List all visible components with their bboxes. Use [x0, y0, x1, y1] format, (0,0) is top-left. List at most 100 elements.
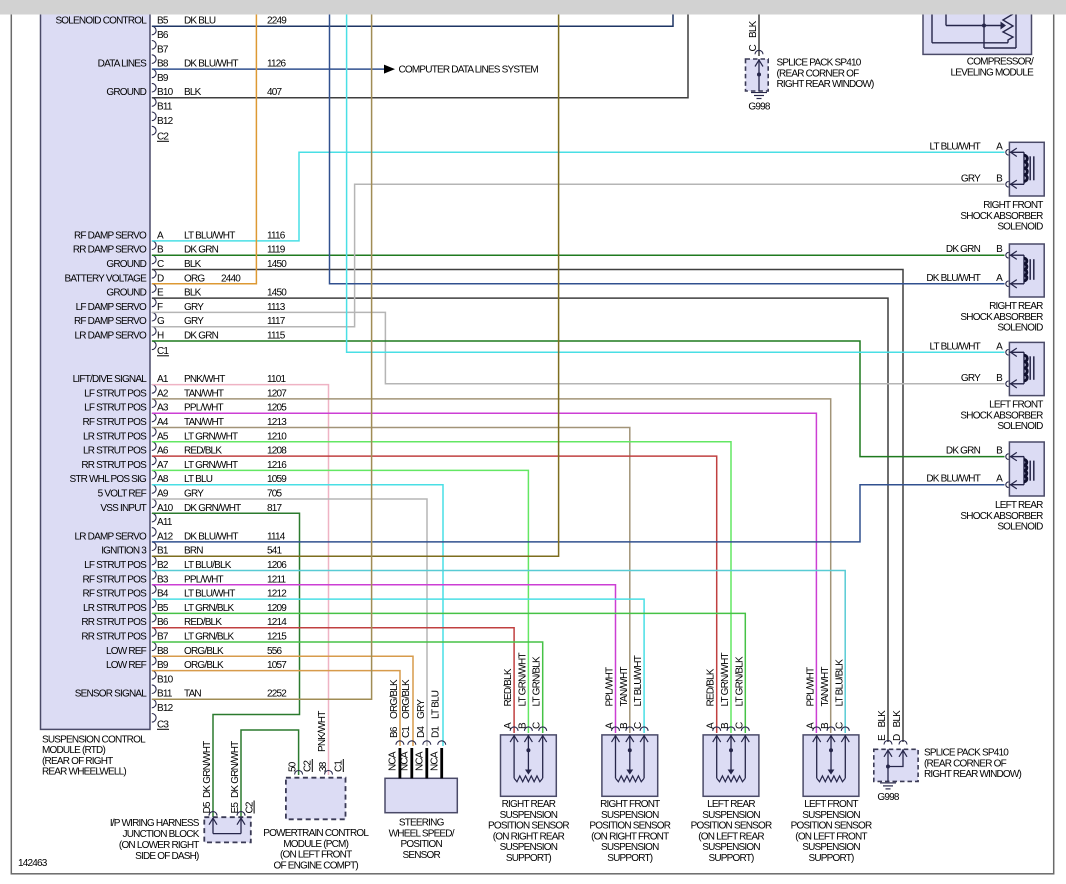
svg-text:1119: 1119: [267, 245, 286, 256]
svg-text:1211: 1211: [267, 574, 287, 585]
svg-text:ORG/BLK: ORG/BLK: [401, 679, 412, 719]
svg-text:A: A: [706, 722, 717, 729]
svg-text:DK GRN/WHT: DK GRN/WHT: [230, 741, 241, 798]
svg-text:D5: D5: [202, 801, 213, 813]
svg-text:LEVELING MODULE: LEVELING MODULE: [951, 67, 1035, 78]
svg-text:RF DAMP SERVO: RF DAMP SERVO: [74, 230, 147, 241]
svg-text:GROUND: GROUND: [106, 87, 146, 98]
svg-text:SHOCK ABSORBER: SHOCK ABSORBER: [960, 511, 1043, 522]
svg-text:LT GRN/WHT: LT GRN/WHT: [517, 653, 528, 707]
svg-text:G998: G998: [877, 792, 900, 803]
svg-text:B: B: [157, 245, 164, 256]
svg-text:NCA: NCA: [415, 751, 426, 771]
svg-text:TAN/WHT: TAN/WHT: [619, 667, 630, 707]
svg-text:B9: B9: [157, 73, 169, 84]
svg-text:LF STRUT POS: LF STRUT POS: [84, 388, 147, 399]
svg-text:(ON LEFT REAR: (ON LEFT REAR: [698, 831, 764, 842]
svg-text:B: B: [517, 722, 528, 729]
svg-text:LEFT FRONT: LEFT FRONT: [804, 799, 858, 810]
svg-text:C: C: [734, 722, 745, 729]
svg-text:E: E: [157, 288, 164, 299]
svg-text:C1: C1: [401, 726, 412, 738]
svg-text:COMPRESSOR/: COMPRESSOR/: [967, 57, 1034, 68]
svg-text:DK GRN/WHT: DK GRN/WHT: [202, 741, 213, 798]
svg-text:1205: 1205: [267, 403, 287, 414]
svg-text:BRN: BRN: [184, 546, 203, 557]
svg-text:2249: 2249: [267, 16, 287, 27]
svg-text:DK BLU/WHT: DK BLU/WHT: [184, 59, 238, 70]
svg-text:SUSPENSION CONTROL: SUSPENSION CONTROL: [42, 734, 146, 745]
svg-text:ORG/BLK: ORG/BLK: [184, 646, 224, 657]
svg-text:LT BLU/BLK: LT BLU/BLK: [834, 659, 845, 707]
svg-text:2440: 2440: [221, 273, 241, 284]
svg-text:DATA LINES: DATA LINES: [98, 59, 147, 70]
svg-text:1212: 1212: [267, 589, 287, 600]
svg-text:1450: 1450: [267, 259, 287, 270]
svg-text:LT BLU/WHT: LT BLU/WHT: [929, 141, 980, 152]
svg-text:SUSPENSION: SUSPENSION: [601, 810, 659, 821]
svg-text:RED/BLK: RED/BLK: [184, 446, 222, 457]
svg-text:RIGHT REAR WINDOW): RIGHT REAR WINDOW): [924, 769, 1022, 780]
svg-text:SUSPENSION: SUSPENSION: [500, 842, 558, 853]
svg-text:POWERTRAIN CONTROL: POWERTRAIN CONTROL: [263, 828, 369, 839]
svg-text:VSS INPUT: VSS INPUT: [100, 503, 146, 514]
svg-text:DK GRN: DK GRN: [184, 331, 219, 342]
svg-text:SUSPENSION: SUSPENSION: [702, 810, 760, 821]
svg-text:1116: 1116: [267, 230, 286, 241]
svg-text:(ON RIGHT FRONT: (ON RIGHT FRONT: [591, 831, 669, 842]
svg-text:LT GRN/BLK: LT GRN/BLK: [734, 656, 745, 707]
svg-text:B: B: [996, 244, 1003, 255]
svg-text:MODULE (RTD): MODULE (RTD): [42, 745, 105, 756]
svg-text:1213: 1213: [267, 417, 287, 428]
svg-text:PPL/WHT: PPL/WHT: [806, 667, 817, 707]
svg-text:LIFT/DIVE SIGNAL: LIFT/DIVE SIGNAL: [73, 374, 148, 385]
svg-text:RR STRUT POS: RR STRUT POS: [81, 632, 147, 643]
svg-text:B1: B1: [157, 546, 169, 557]
svg-text:A: A: [996, 474, 1003, 485]
svg-text:C2: C2: [303, 760, 314, 772]
svg-text:GRY: GRY: [184, 489, 204, 500]
svg-text:C: C: [157, 259, 164, 270]
svg-text:E: E: [877, 734, 888, 741]
svg-text:STR WHL POS SIG: STR WHL POS SIG: [69, 474, 147, 485]
svg-text:LT GRN/BLK: LT GRN/BLK: [184, 603, 235, 614]
svg-text:B6: B6: [157, 617, 169, 628]
svg-text:1210: 1210: [267, 431, 287, 442]
svg-text:1113: 1113: [267, 302, 286, 313]
svg-text:LR DAMP SERVO: LR DAMP SERVO: [75, 331, 148, 342]
svg-text:REAR WHEELWELL): REAR WHEELWELL): [42, 766, 126, 777]
svg-text:DK BLU/WHT: DK BLU/WHT: [184, 531, 238, 542]
svg-text:B5: B5: [157, 603, 169, 614]
svg-text:STEERING: STEERING: [399, 818, 445, 829]
svg-text:B6: B6: [157, 30, 169, 41]
svg-text:A: A: [503, 722, 514, 729]
svg-text:(ON LEFT FRONT: (ON LEFT FRONT: [280, 850, 352, 861]
svg-text:1101: 1101: [267, 374, 287, 385]
svg-text:(REAR OF RIGHT: (REAR OF RIGHT: [42, 756, 113, 767]
svg-text:SOLENOID: SOLENOID: [997, 222, 1043, 233]
svg-text:142463: 142463: [18, 858, 48, 869]
svg-text:TAN: TAN: [184, 689, 201, 700]
svg-text:SUPPORT): SUPPORT): [506, 853, 552, 864]
svg-text:B11: B11: [157, 689, 173, 700]
svg-text:B: B: [996, 373, 1003, 384]
svg-text:50: 50: [288, 761, 299, 772]
svg-text:A2: A2: [157, 388, 169, 399]
svg-text:C: C: [834, 722, 845, 729]
svg-text:D: D: [892, 734, 903, 741]
svg-text:B: B: [720, 722, 731, 729]
svg-text:TAN/WHT: TAN/WHT: [184, 388, 224, 399]
svg-text:ORG/BLK: ORG/BLK: [184, 660, 224, 671]
svg-text:LEFT REAR: LEFT REAR: [707, 799, 755, 810]
svg-text:SUSPENSION: SUSPENSION: [702, 842, 760, 853]
svg-text:NCA: NCA: [430, 751, 441, 771]
svg-text:POSITION SENSOR: POSITION SENSOR: [691, 821, 772, 832]
svg-text:A5: A5: [157, 431, 169, 442]
svg-text:B2: B2: [157, 560, 169, 571]
svg-text:A8: A8: [157, 474, 169, 485]
svg-text:LEFT FRONT: LEFT FRONT: [989, 400, 1043, 411]
svg-text:SHOCK ABSORBER: SHOCK ABSORBER: [960, 211, 1043, 222]
svg-text:B: B: [996, 173, 1003, 184]
svg-text:RED/BLK: RED/BLK: [706, 668, 717, 706]
svg-text:1126: 1126: [267, 59, 287, 70]
